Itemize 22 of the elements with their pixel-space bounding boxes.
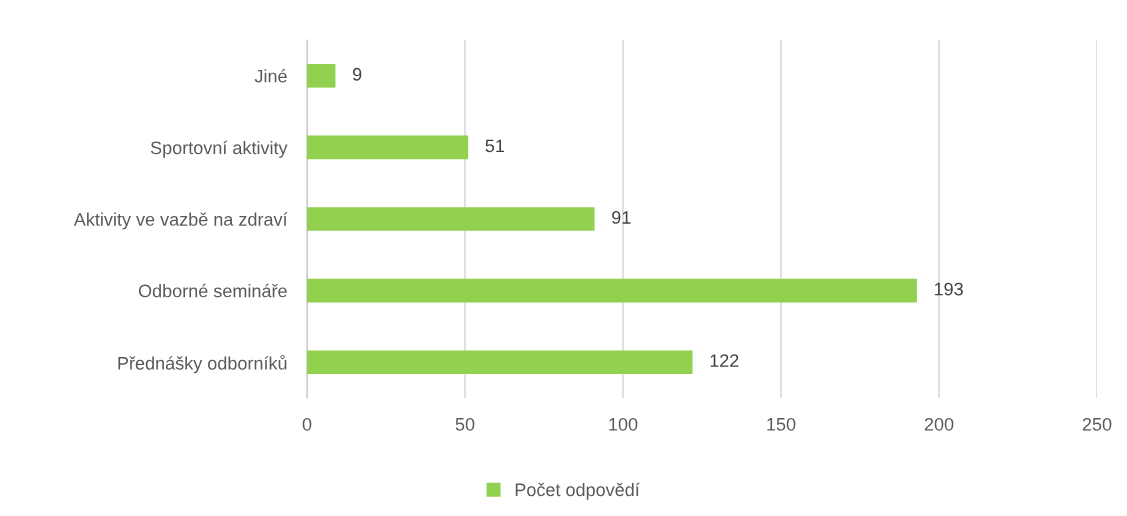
bar [307, 63, 336, 88]
y-tick-label: Přednášky odborníků [118, 354, 287, 374]
data-label: 91 [612, 211, 631, 224]
x-tick-label: 100 [609, 417, 638, 431]
x-tick-label: 50 [455, 417, 475, 431]
bar [307, 135, 469, 160]
x-tick-label: 250 [1082, 417, 1112, 431]
legend-label: Počet odpovědí [515, 482, 640, 500]
x-tick-label: 0 [302, 417, 312, 431]
data-label: 51 [485, 139, 505, 153]
bar [307, 207, 595, 231]
y-tick-label: Odborné semináře [138, 283, 287, 298]
data-label: 122 [710, 354, 739, 367]
y-tick-label: Jiné [254, 69, 287, 83]
data-label: 193 [934, 282, 963, 296]
y-tick-label: Sportovní aktivity [150, 140, 288, 158]
y-tick-label: Aktivity ve vazbě na zdraví [73, 212, 288, 230]
x-tick-label: 200 [924, 417, 954, 431]
data-label: 9 [352, 67, 362, 81]
bar [307, 350, 693, 375]
bar [307, 278, 917, 303]
x-tick-label: 150 [767, 417, 796, 431]
